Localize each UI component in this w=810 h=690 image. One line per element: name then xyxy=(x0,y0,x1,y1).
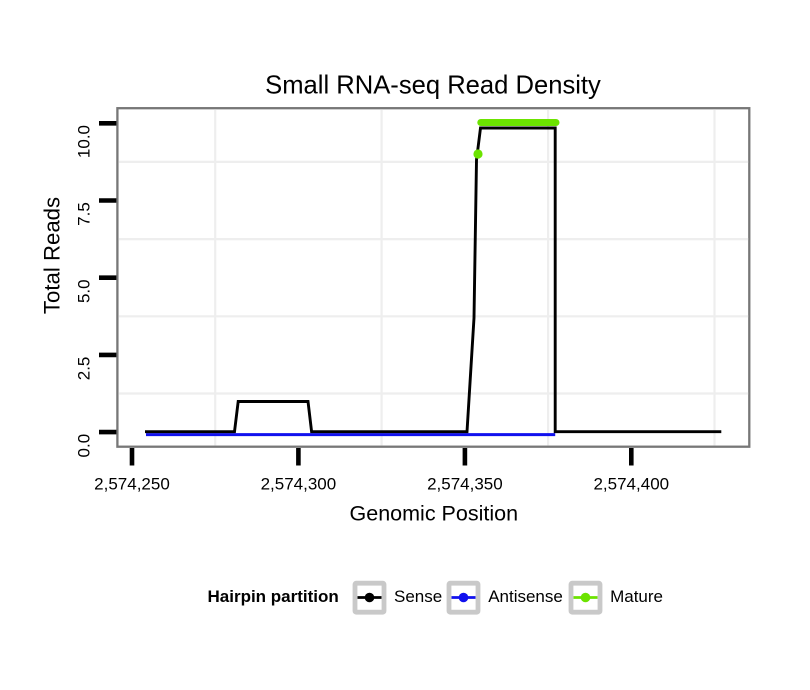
svg-text:2.5: 2.5 xyxy=(75,357,94,381)
svg-text:2,574,400: 2,574,400 xyxy=(593,475,669,494)
svg-text:Hairpin partition: Hairpin partition xyxy=(208,587,339,606)
svg-text:2,574,300: 2,574,300 xyxy=(261,475,337,494)
svg-text:2,574,250: 2,574,250 xyxy=(94,475,170,494)
svg-text:5.0: 5.0 xyxy=(75,279,94,303)
svg-text:2,574,350: 2,574,350 xyxy=(427,475,503,494)
svg-text:Sense: Sense xyxy=(394,587,442,606)
svg-text:7.5: 7.5 xyxy=(75,202,94,226)
svg-text:10.0: 10.0 xyxy=(75,125,94,158)
svg-text:Small RNA-seq Read Density: Small RNA-seq Read Density xyxy=(265,72,601,100)
svg-text:Antisense: Antisense xyxy=(488,587,563,606)
svg-text:0.0: 0.0 xyxy=(75,434,94,458)
svg-text:Mature: Mature xyxy=(610,587,663,606)
svg-text:Genomic Position: Genomic Position xyxy=(350,502,519,526)
svg-text:Total Reads: Total Reads xyxy=(39,197,64,314)
